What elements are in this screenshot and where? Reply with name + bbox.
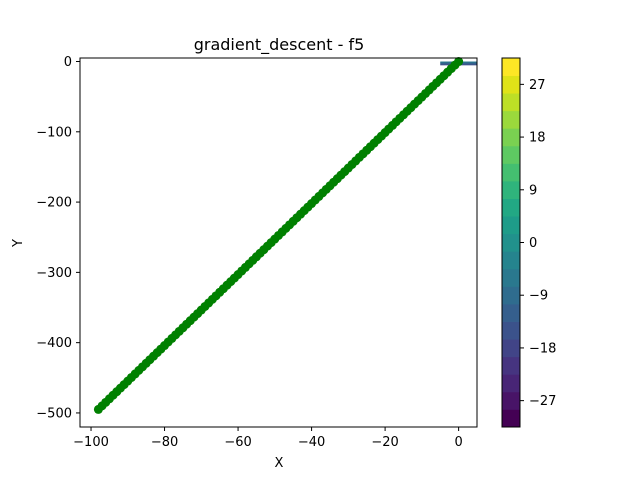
colorbar-tick-label: −9: [529, 289, 548, 304]
colorbar-segment: [502, 391, 520, 410]
colorbar-tick-label: 9: [529, 183, 537, 198]
x-tick-label: −60: [224, 435, 251, 450]
y-tick-label: −400: [36, 336, 72, 351]
colorbar-segment: [502, 321, 520, 340]
colorbar-segment: [502, 58, 520, 76]
x-tick-label: 0: [454, 435, 462, 450]
colorbar-segment: [502, 110, 520, 129]
colorbar-tick-label: −27: [529, 394, 556, 409]
x-axis-label: X: [275, 456, 284, 471]
colorbar-tick-label: 27: [529, 78, 546, 93]
colorbar-segment: [502, 128, 520, 147]
x-axis: −100 −80 −60 −40 −20 0: [73, 427, 463, 450]
y-axis: 0 −100 −200 −300 −400 −500: [36, 55, 80, 421]
colorbar-segment: [502, 409, 520, 428]
colorbar-tick-label: −18: [529, 341, 556, 356]
colorbar: −27 −18 −9 0 9 18 27: [501, 57, 556, 428]
plot-frame: [79, 57, 478, 428]
y-tick-label: −300: [36, 266, 72, 281]
colorbar-segment: [502, 356, 520, 375]
colorbar-segment: [502, 198, 520, 217]
y-tick-label: −100: [36, 125, 72, 140]
colorbar-segment: [502, 374, 520, 393]
colorbar-segment: [502, 181, 520, 199]
colorbar-segment: [502, 216, 520, 235]
x-tick-label: −80: [151, 435, 178, 450]
points-layer: [93, 57, 464, 414]
colorbar-segment: [502, 75, 520, 94]
x-tick-label: −40: [298, 435, 325, 450]
y-tick-label: −500: [36, 406, 72, 421]
path-point: [454, 57, 464, 67]
x-tick-label: −20: [371, 435, 398, 450]
colorbar-segment: [502, 339, 520, 358]
colorbar-segment: [502, 233, 520, 252]
y-tick-label: −200: [36, 196, 72, 211]
colorbar-segment: [502, 304, 520, 322]
colorbar-segment: [502, 163, 520, 182]
y-axis-label: Y: [11, 239, 26, 248]
y-tick-label: 0: [64, 55, 72, 70]
colorbar-tick-label: 0: [529, 236, 537, 251]
plot-area: [79, 57, 478, 428]
colorbar-segment: [502, 251, 520, 270]
colorbar-tick-label: 18: [529, 131, 546, 146]
chart-title: gradient_descent - f5: [194, 35, 365, 55]
colorbar-segment: [502, 145, 520, 164]
colorbar-segment: [502, 286, 520, 305]
x-tick-label: −100: [73, 435, 109, 450]
colorbar-segment: [502, 93, 520, 112]
colorbar-segment: [502, 268, 520, 287]
